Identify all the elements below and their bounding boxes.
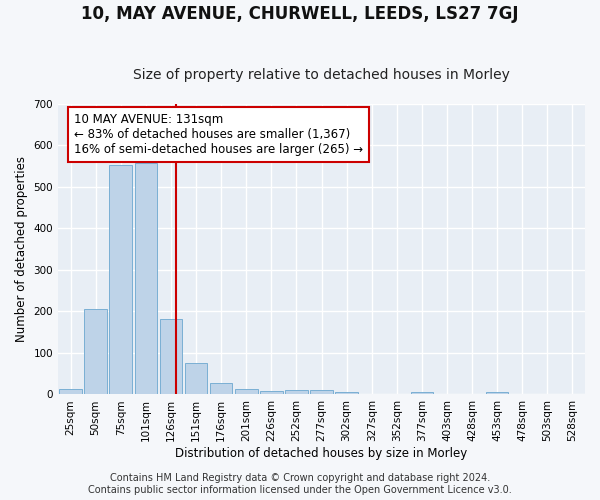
Bar	[134, 163, 157, 394]
Bar	[235, 390, 257, 394]
Bar	[486, 392, 508, 394]
Bar	[185, 362, 208, 394]
Bar	[210, 383, 232, 394]
Bar	[410, 392, 433, 394]
Bar	[85, 308, 107, 394]
Bar	[260, 391, 283, 394]
Title: Size of property relative to detached houses in Morley: Size of property relative to detached ho…	[133, 68, 510, 82]
Bar	[310, 390, 333, 394]
Text: 10, MAY AVENUE, CHURWELL, LEEDS, LS27 7GJ: 10, MAY AVENUE, CHURWELL, LEEDS, LS27 7G…	[81, 5, 519, 23]
Text: Contains HM Land Registry data © Crown copyright and database right 2024.
Contai: Contains HM Land Registry data © Crown c…	[88, 474, 512, 495]
Text: 10 MAY AVENUE: 131sqm
← 83% of detached houses are smaller (1,367)
16% of semi-d: 10 MAY AVENUE: 131sqm ← 83% of detached …	[74, 112, 363, 156]
Bar	[335, 392, 358, 394]
Bar	[285, 390, 308, 394]
Bar	[160, 318, 182, 394]
X-axis label: Distribution of detached houses by size in Morley: Distribution of detached houses by size …	[175, 447, 467, 460]
Bar	[109, 165, 132, 394]
Y-axis label: Number of detached properties: Number of detached properties	[15, 156, 28, 342]
Bar	[59, 390, 82, 394]
